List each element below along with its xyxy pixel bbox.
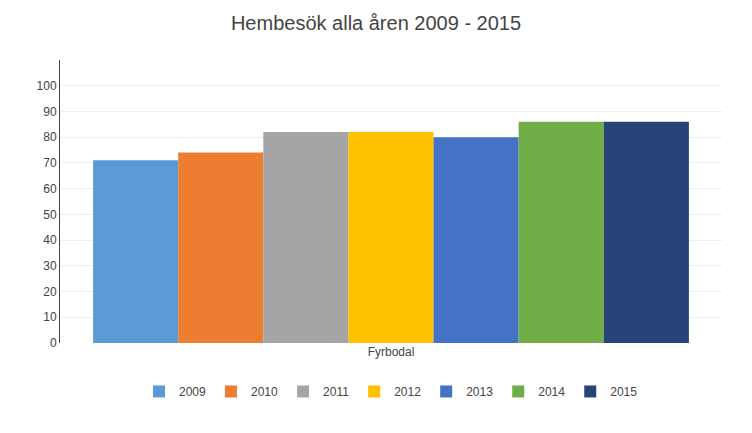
- svg-text:20: 20: [43, 285, 57, 299]
- svg-text:100: 100: [37, 79, 57, 93]
- svg-text:80: 80: [43, 130, 57, 144]
- svg-text:70: 70: [43, 156, 57, 170]
- svg-text:10: 10: [43, 310, 57, 324]
- svg-text:2010: 2010: [251, 385, 278, 399]
- svg-text:2011: 2011: [323, 385, 349, 399]
- svg-text:2012: 2012: [394, 385, 421, 399]
- svg-text:50: 50: [43, 208, 57, 222]
- svg-text:0: 0: [50, 336, 57, 350]
- svg-text:2013: 2013: [466, 385, 493, 399]
- svg-text:2015: 2015: [610, 385, 637, 399]
- svg-text:30: 30: [43, 259, 57, 273]
- svg-text:2014: 2014: [538, 385, 565, 399]
- svg-text:Fyrbodal: Fyrbodal: [368, 345, 415, 359]
- svg-text:Hembesök alla åren 2009 - 2015: Hembesök alla åren 2009 - 2015: [231, 12, 521, 34]
- svg-text:40: 40: [43, 233, 57, 247]
- svg-text:2009: 2009: [179, 385, 206, 399]
- svg-text:90: 90: [43, 105, 57, 119]
- svg-text:60: 60: [43, 182, 57, 196]
